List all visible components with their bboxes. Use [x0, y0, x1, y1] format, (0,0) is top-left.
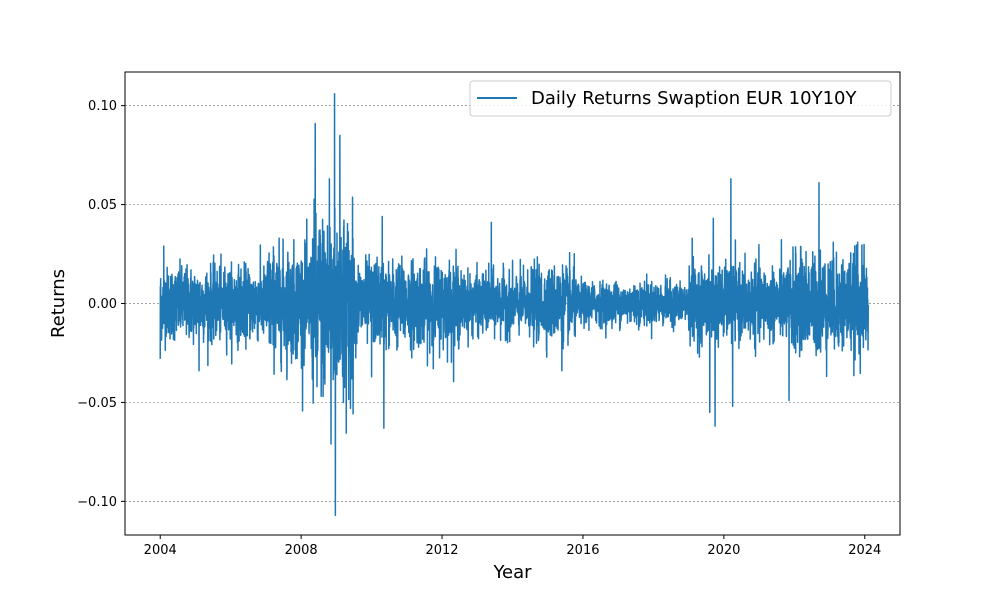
x-tick-label: 2012 — [425, 543, 458, 558]
legend-box — [469, 80, 892, 117]
y-tick-label: −0.10 — [77, 495, 117, 510]
y-tick-label: −0.05 — [77, 396, 117, 411]
y-tick-label: 0.05 — [88, 198, 117, 213]
legend-label: Daily Returns Swaption EUR 10Y10Y — [531, 88, 857, 109]
series-layer — [159, 93, 870, 516]
x-tick-label: 2016 — [566, 543, 599, 558]
y-tick-label: 0.10 — [88, 99, 117, 114]
y-tick-label: 0.00 — [88, 297, 117, 312]
y-axis-title: Returns — [48, 269, 69, 338]
legend: Daily Returns Swaption EUR 10Y10Y — [469, 80, 892, 117]
x-tick-label: 2008 — [285, 543, 318, 558]
x-tick-label: 2004 — [144, 543, 177, 558]
x-tick-label: 2020 — [707, 543, 740, 558]
x-tick-label: 2024 — [848, 543, 881, 558]
axis-ticks: 0.10 0.05 0.00 −0.05 −0.10 2004 2008 2012 2016 20… — [77, 99, 881, 558]
x-axis-title: Year — [492, 562, 532, 583]
series-line-daily-returns — [159, 93, 870, 516]
